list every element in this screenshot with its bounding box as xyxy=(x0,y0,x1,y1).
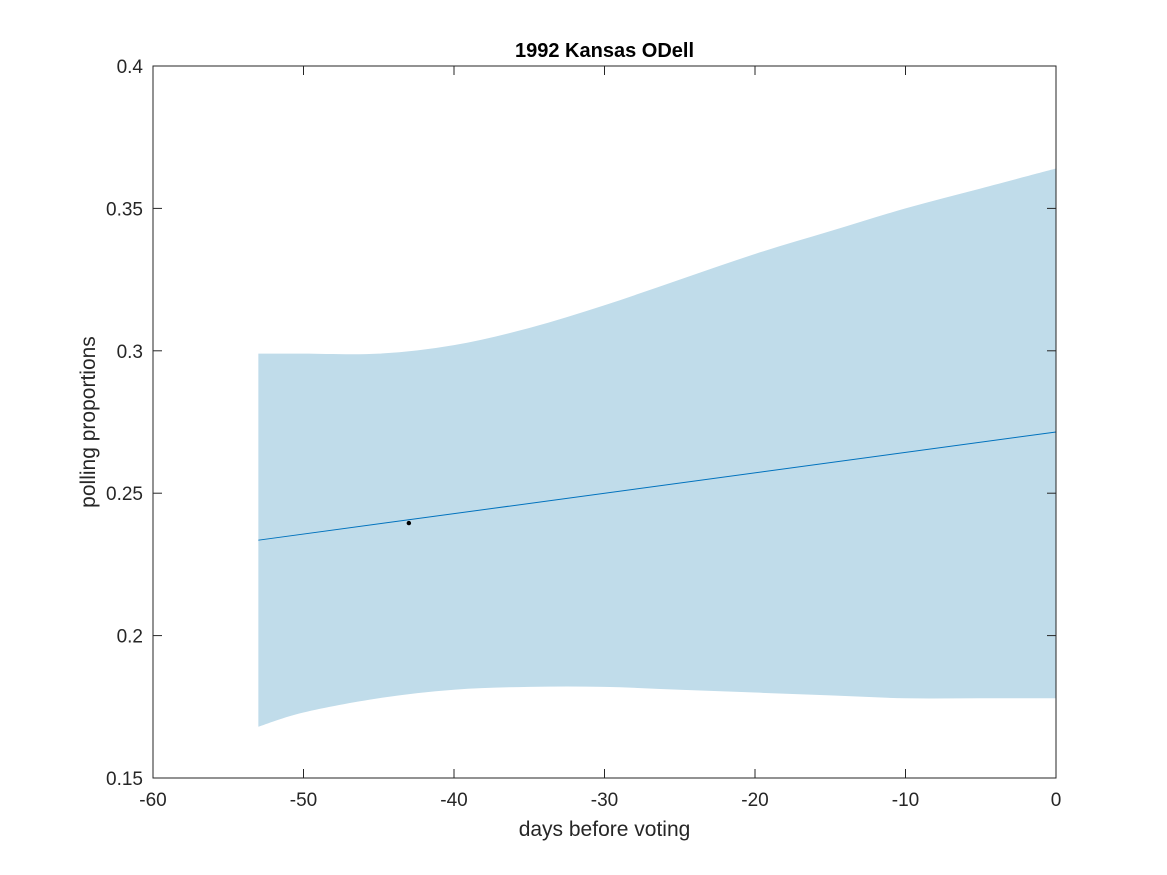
data-point-0 xyxy=(406,520,412,526)
x-tick-label: -50 xyxy=(290,790,317,811)
ticks-layer: -60 -50 -40 -30 -20 -10 0 0.15 0.2 0.25 0.3 0.35 0.4 xyxy=(106,57,1061,811)
x-axis-label: days before voting xyxy=(519,818,691,841)
x-tick-label: 0 xyxy=(1051,790,1062,811)
x-tick-label: -30 xyxy=(591,790,618,811)
y-tick-label: 0.25 xyxy=(106,484,143,505)
y-tick-label: 0.4 xyxy=(117,57,144,78)
confidence-band xyxy=(258,168,1057,727)
x-tick-label: -40 xyxy=(440,790,467,811)
points-layer xyxy=(406,520,412,526)
y-tick-label: 0.35 xyxy=(106,199,143,220)
y-tick-label: 0.3 xyxy=(117,342,143,363)
y-tick-label: 0.2 xyxy=(117,627,143,648)
chart-title: 1992 Kansas ODell xyxy=(515,40,694,62)
x-tick-label: -60 xyxy=(139,790,166,811)
series-line-0 xyxy=(258,431,1057,541)
x-tick-label: -20 xyxy=(741,790,768,811)
x-tick-label: -10 xyxy=(892,790,919,811)
y-axis-label: polling proportions xyxy=(77,336,100,508)
series-layer xyxy=(258,431,1057,541)
y-tick-label: 0.15 xyxy=(106,769,143,790)
